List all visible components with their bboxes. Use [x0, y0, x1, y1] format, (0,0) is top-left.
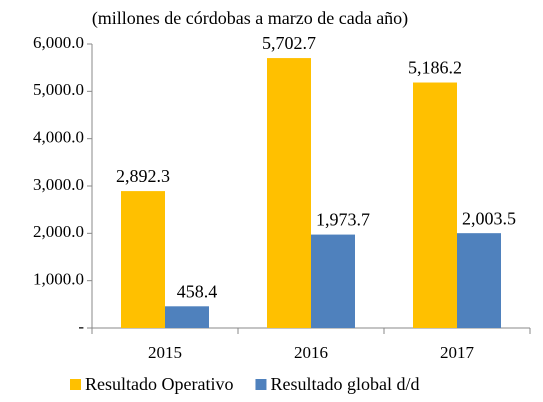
bar: [267, 58, 311, 328]
legend-swatch: [70, 379, 81, 390]
value-label: 458.4: [177, 281, 218, 301]
legend-label: Resultado global d/d: [270, 374, 419, 394]
y-tick-label: 4,000.0: [33, 128, 84, 147]
y-tick-label: -: [78, 317, 84, 336]
y-tick-label: 6,000.0: [33, 33, 84, 52]
value-label: 1,973.7: [316, 210, 370, 230]
x-tick-label: 2016: [294, 343, 328, 362]
y-tick-label: 1,000.0: [33, 270, 84, 289]
value-label: 5,702.7: [262, 33, 316, 53]
y-tick-label: 2,000.0: [33, 222, 84, 241]
y-tick-label: 5,000.0: [33, 80, 84, 99]
bar: [165, 306, 209, 328]
x-tick-label: 2017: [440, 343, 475, 362]
bar: [311, 234, 355, 328]
bar: [457, 233, 501, 328]
bar: [121, 191, 165, 328]
bar: [413, 82, 457, 328]
value-label: 5,186.2: [408, 58, 462, 78]
legend-label: Resultado Operativo: [85, 374, 233, 394]
legend-swatch: [255, 379, 267, 390]
y-tick-label: 3,000.0: [33, 175, 84, 194]
value-label: 2,003.5: [462, 208, 516, 228]
x-tick-label: 2015: [148, 343, 182, 362]
value-label: 2,892.3: [116, 166, 170, 186]
chart-subtitle: (millones de córdobas a marzo de cada añ…: [92, 8, 408, 29]
